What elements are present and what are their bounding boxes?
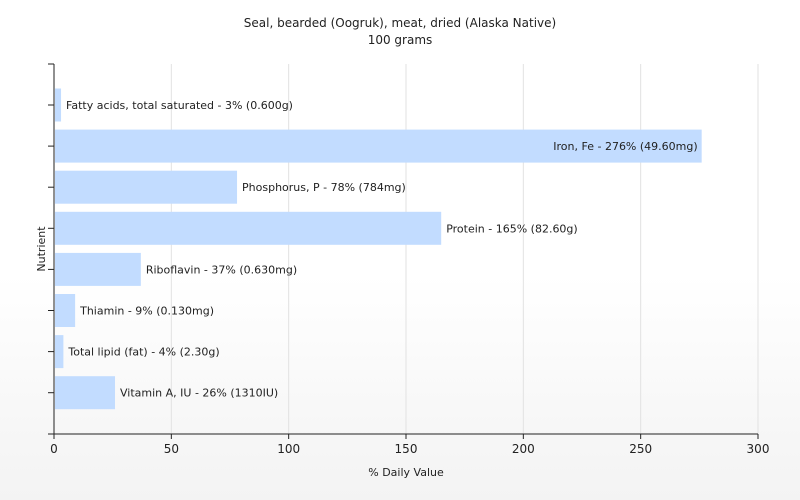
- chart-title: Seal, bearded (Oogruk), meat, dried (Ala…: [244, 16, 556, 30]
- bar-label: Riboflavin - 37% (0.630mg): [146, 263, 297, 276]
- x-tick-label: 300: [747, 442, 770, 456]
- bar: [55, 335, 64, 369]
- bar: [55, 211, 442, 245]
- bar: [55, 129, 702, 163]
- x-tick-label: 150: [395, 442, 418, 456]
- x-tick-label: 100: [277, 442, 300, 456]
- bar-label: Total lipid (fat) - 4% (2.30g): [67, 346, 219, 359]
- bar-label: Vitamin A, IU - 26% (1310IU): [120, 387, 278, 400]
- bar: [55, 252, 141, 286]
- bar-label: Thiamin - 9% (0.130mg): [79, 305, 214, 318]
- x-tick-label: 0: [50, 442, 58, 456]
- x-tick-label: 200: [512, 442, 535, 456]
- x-tick-label: 50: [164, 442, 179, 456]
- bar: [55, 376, 116, 410]
- bar-label: Iron, Fe - 276% (49.60mg): [553, 140, 697, 153]
- bar-label: Phosphorus, P - 78% (784mg): [242, 181, 406, 194]
- grid-lines: [170, 64, 759, 434]
- x-tick-label: 250: [629, 442, 652, 456]
- bars-group: Fatty acids, total saturated - 3% (0.600…: [55, 88, 702, 410]
- bar: [55, 88, 62, 122]
- bar-label: Fatty acids, total saturated - 3% (0.600…: [66, 99, 293, 112]
- bar: [55, 170, 238, 204]
- chart-subtitle: 100 grams: [368, 33, 433, 47]
- axes-group: 0 50 100 150 200 250 300: [48, 63, 770, 456]
- y-axis-label: Nutrient: [35, 226, 48, 272]
- bar: [55, 294, 76, 327]
- x-axis-label: % Daily Value: [368, 466, 444, 479]
- bar-label: Protein - 165% (82.60g): [446, 222, 578, 235]
